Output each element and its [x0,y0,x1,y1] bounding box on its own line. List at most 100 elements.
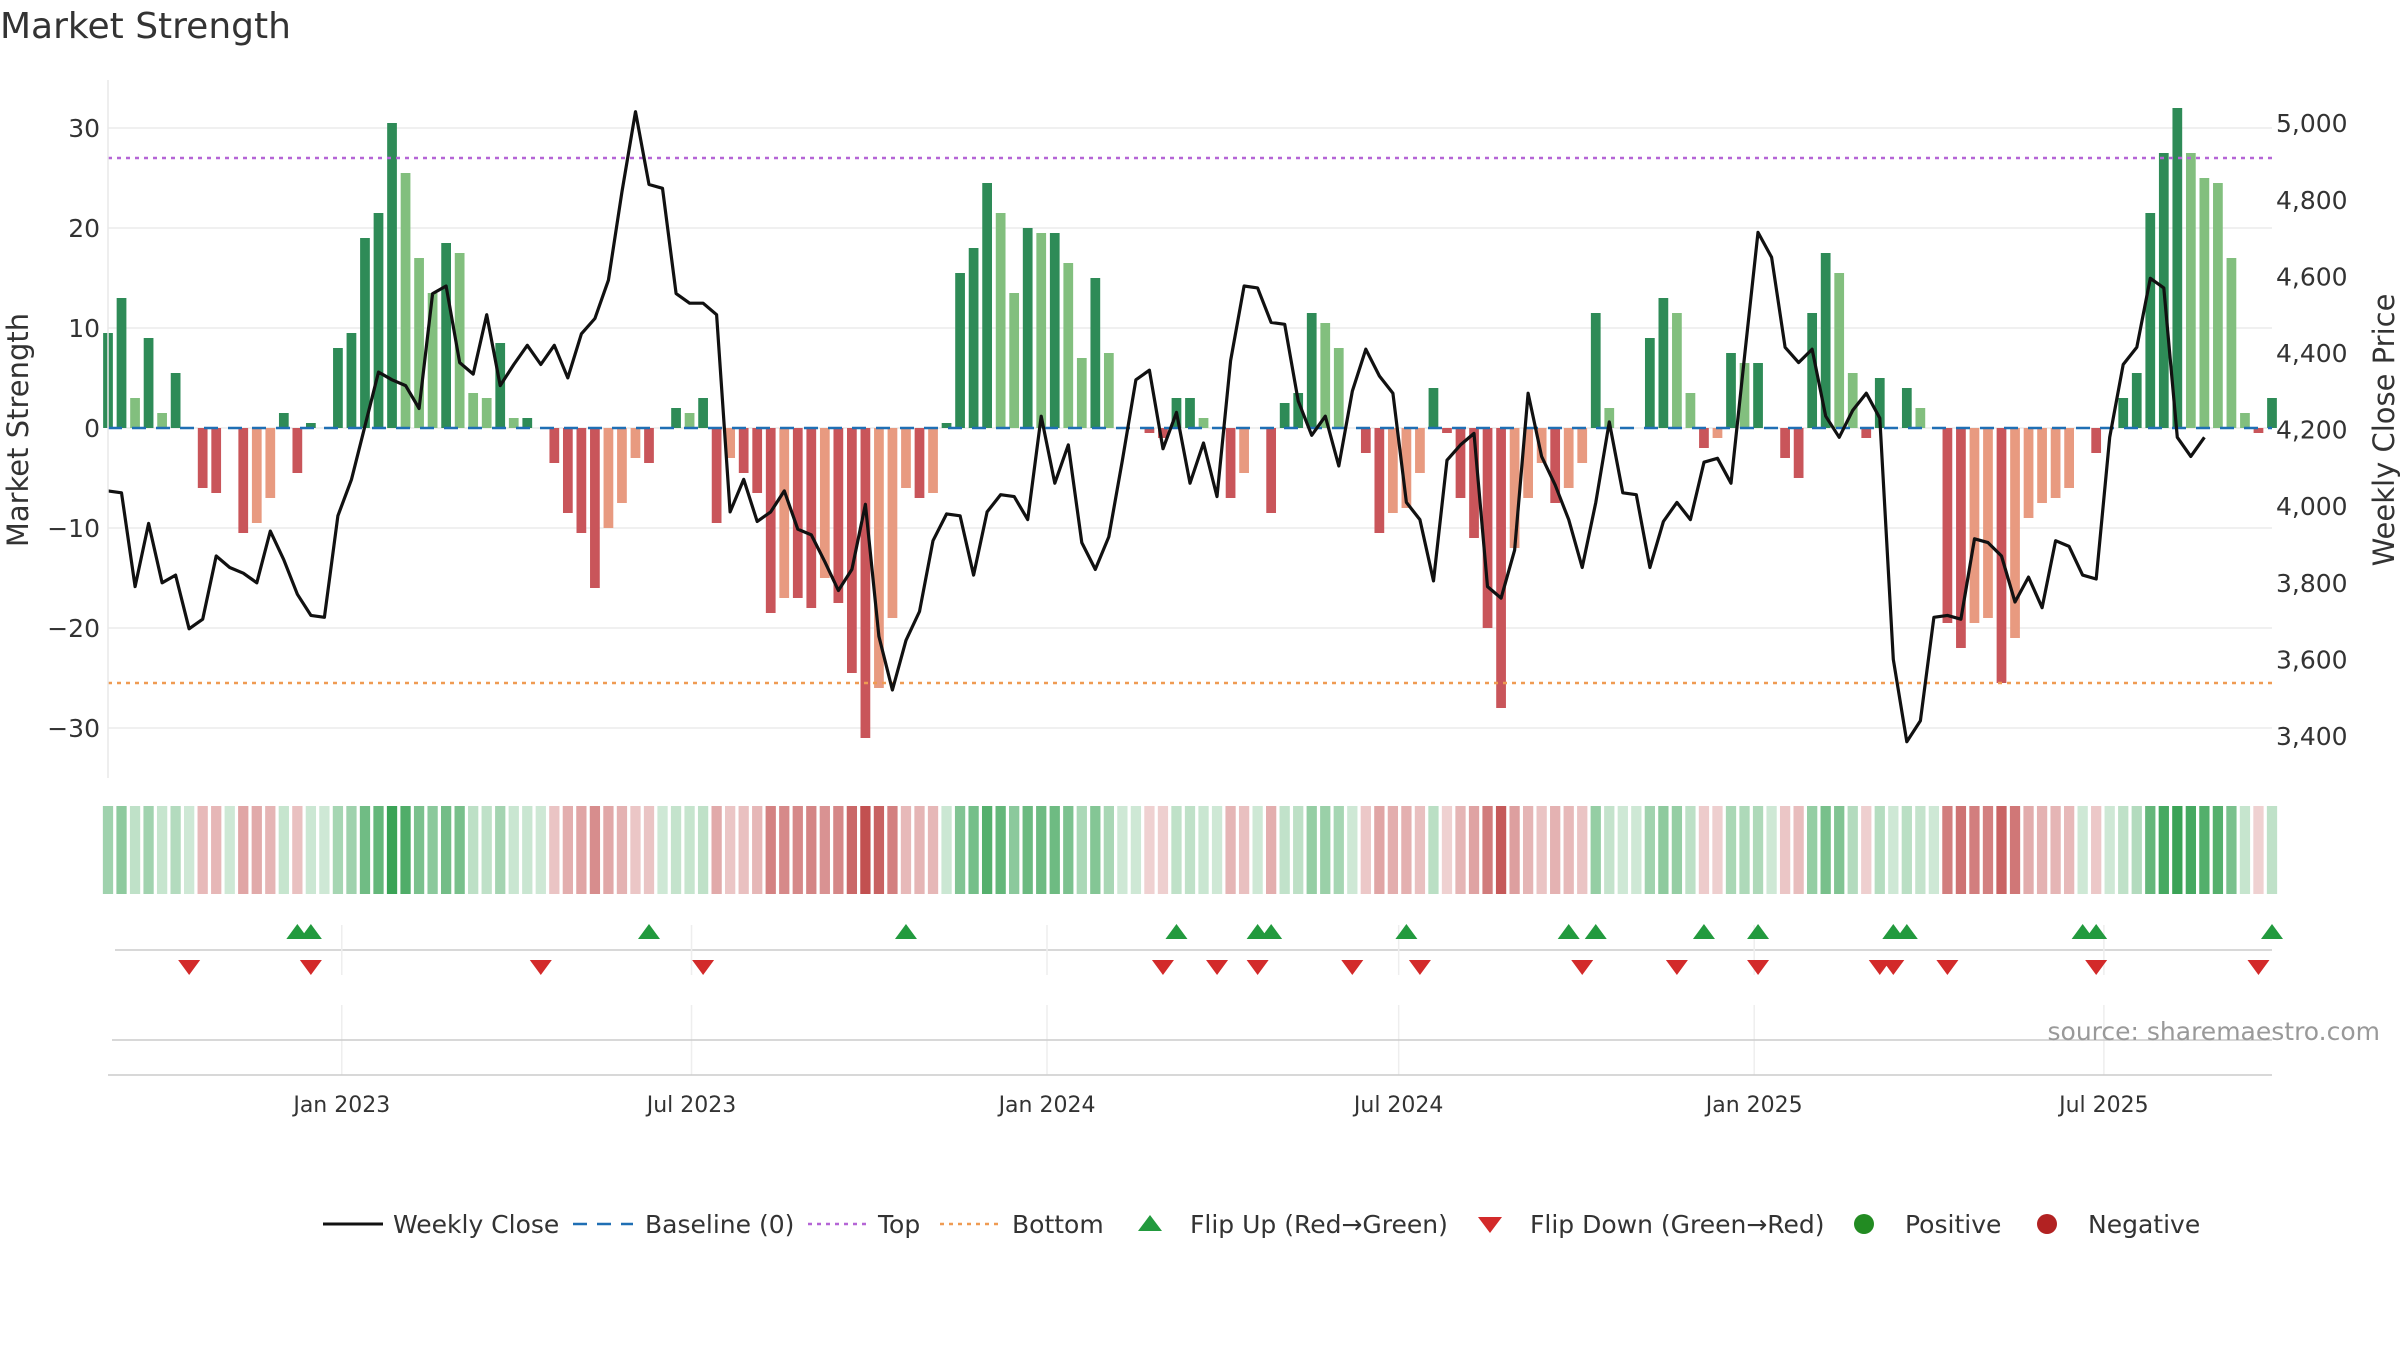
strength-bar [1293,393,1304,428]
flip-up-marker [1165,924,1188,939]
strength-bar [1915,408,1926,428]
flip-down-marker [1408,960,1431,975]
strength-bar [995,213,1006,428]
flip-up-marker [1692,924,1715,939]
heat-cell [400,806,411,894]
right-tick-label: 4,400 [2276,339,2348,368]
heat-cell [2172,806,2183,894]
left-tick-label: −30 [47,714,100,743]
heat-cell [968,806,979,894]
heat-cell [860,806,871,894]
strength-bar [481,398,492,428]
strength-bar [1550,428,1561,503]
strength-bars [103,108,2277,738]
heat-cell [1779,806,1791,894]
heat-cell [535,806,546,894]
strength-bar [197,428,208,488]
heat-cell [1509,806,1520,894]
heat-cell [616,806,628,894]
flip-down-marker [1571,960,1594,975]
strength-bar [1225,428,1236,498]
flip-down-marker [1151,960,1174,975]
strength-bar [779,428,790,598]
strength-bar [792,428,803,598]
heat-cell [2050,806,2061,894]
heat-cell [1293,806,1304,894]
heat-cell [211,806,222,894]
strength-bar [414,258,424,428]
heat-cell [1712,806,1723,894]
source-label: source: sharemaestro.com [2048,1017,2381,1046]
heat-cell [549,806,560,894]
strength-bar [2226,258,2237,428]
heat-cell [630,806,641,894]
strength-bar [833,428,844,603]
strength-bar [1158,428,1168,438]
heat-cell [2131,806,2142,894]
heat-cell [156,806,168,894]
flip-up-marker [2261,924,2283,939]
heat-cell [1401,806,1412,894]
heat-cell [1306,806,1317,894]
heat-cell [1955,806,1967,894]
heat-cell [1387,806,1399,894]
left-tick-label: 0 [84,414,100,443]
heat-cell [1752,806,1764,894]
heat-cell [332,806,344,894]
heat-cell [184,806,195,894]
strength-bar [2023,428,2034,518]
heat-cell [143,806,154,894]
strength-bar [603,428,614,528]
flip-up-marker [1395,924,1418,939]
date-tick-label: Jul 2024 [1352,1093,1444,1118]
heat-cell [386,806,398,894]
strength-bar [711,428,722,523]
strength-bar [2199,178,2210,428]
strength-bar [2037,428,2047,503]
heat-cell [873,806,885,894]
date-tick-label: Jul 2025 [2057,1093,2149,1118]
right-tick-label: 4,000 [2276,492,2348,521]
strength-bar [170,373,181,428]
heat-cell [1942,806,1953,894]
heat-cell [684,806,695,894]
heat-cell [792,806,803,894]
heat-cell [603,806,614,894]
flip-down-marker [692,960,715,975]
heat-cell [2185,806,2196,894]
strength-bar [765,428,776,613]
strength-bar [427,293,438,428]
heat-cell [1834,806,1845,894]
legend-label: Flip Up (Red→Green) [1190,1210,1448,1239]
legend-label: Negative [2088,1210,2200,1239]
heat-cell [1563,806,1574,894]
heat-cell [1820,806,1831,894]
heat-cell [2253,806,2264,894]
flip-down-marker [2085,960,2108,975]
strength-bar [2145,213,2156,428]
strength-heat-strip [102,806,2278,894]
strength-bar [928,428,938,493]
heat-cell [779,806,790,894]
date-tick-label: Jul 2023 [645,1093,737,1118]
heat-cell [1577,806,1588,894]
strength-bar [251,428,262,523]
heat-cell [1766,806,1777,894]
heat-cell [941,806,952,894]
heat-cell [1522,806,1534,894]
heat-cell [954,806,966,894]
heat-cell [846,806,858,894]
strength-bar [1103,353,1114,428]
strength-bar [630,428,641,458]
flip-up-marker [638,924,660,939]
legend-flip-up-icon [1138,1215,1162,1231]
heat-cell [1847,806,1858,894]
strength-bar [1672,313,1682,428]
strength-bar [982,183,992,428]
strength-bar [860,428,871,738]
strength-bar [2064,428,2074,488]
strength-bar [941,423,952,428]
strength-bar [1807,313,1818,428]
strength-bar [1793,428,1804,478]
legend-negative-icon [2037,1214,2057,1234]
